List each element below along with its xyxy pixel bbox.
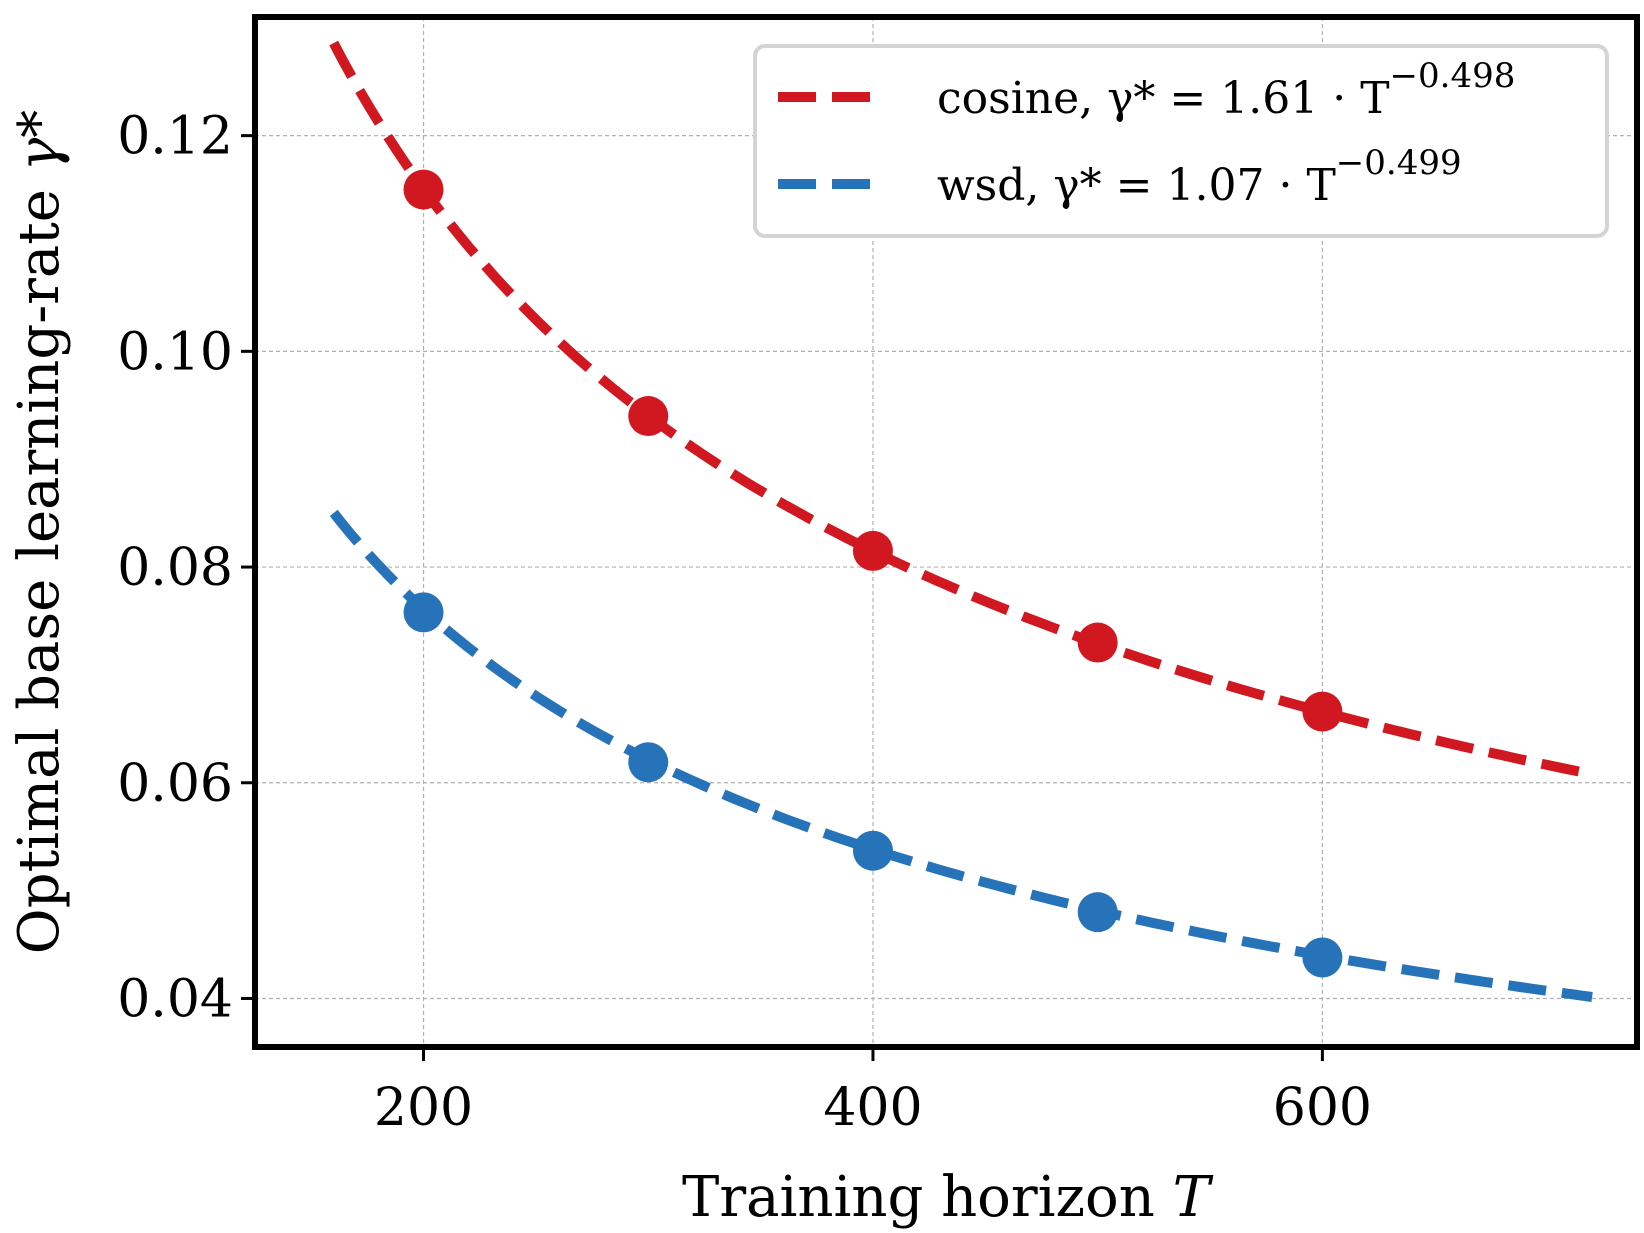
data-points <box>403 169 1343 978</box>
data-point-cosine <box>1302 691 1343 732</box>
x-tick-label: 600 <box>1273 1078 1372 1138</box>
legend-box <box>753 44 1609 238</box>
x-tick-label: 200 <box>374 1078 473 1138</box>
legend-exp-wsd: −0.499 <box>1336 143 1462 183</box>
y-axis-label: Optimal base learning-rate γ* <box>7 110 72 954</box>
y-tick-label: 0.04 <box>117 969 233 1029</box>
y-tick-label: 0.10 <box>117 322 233 382</box>
y-axis-label-text: Optimal base learning-rate <box>7 189 72 954</box>
data-point-wsd <box>1077 892 1118 933</box>
data-point-wsd <box>1302 937 1343 978</box>
legend-label-wsd-text: wsd, γ* = 1.07 · T <box>937 160 1336 211</box>
data-point-cosine <box>1077 622 1118 663</box>
data-point-cosine <box>403 169 444 210</box>
x-ticks: 200 400 600 <box>374 1047 1372 1138</box>
data-point-wsd <box>628 742 669 783</box>
legend-exp-cosine: −0.498 <box>1390 56 1516 96</box>
data-point-cosine <box>628 396 669 437</box>
y-tick-label: 0.12 <box>117 107 233 167</box>
legend-label-cosine-text: cosine, γ* = 1.61 · T <box>937 73 1390 124</box>
legend-label-cosine: cosine, γ* = 1.61 · T−0.498 <box>937 56 1515 124</box>
data-point-wsd <box>403 592 444 633</box>
data-point-wsd <box>852 830 893 871</box>
data-point-cosine <box>852 530 893 571</box>
x-tick-label: 400 <box>823 1078 922 1138</box>
y-tick-label: 0.06 <box>117 754 233 814</box>
y-tick-label: 0.08 <box>117 538 233 598</box>
y-axis-label-var: γ* <box>7 110 72 171</box>
x-axis-label-var: T <box>1173 1165 1214 1230</box>
x-axis-label-text: Training horizon <box>682 1165 1155 1230</box>
fit-curves <box>329 40 1594 1002</box>
plot-frame <box>252 14 1640 1050</box>
x-axis-label: Training horizon T <box>682 1165 1214 1230</box>
fit-curve-cosine <box>329 40 1594 780</box>
y-ticks: 0.04 0.06 0.08 0.10 0.12 <box>117 107 255 1029</box>
legend-label-wsd: wsd, γ* = 1.07 · T−0.499 <box>937 143 1462 211</box>
fit-curve-wsd <box>329 509 1593 1002</box>
legend: cosine, γ* = 1.61 · T−0.498 wsd, γ* = 1.… <box>753 44 1609 238</box>
